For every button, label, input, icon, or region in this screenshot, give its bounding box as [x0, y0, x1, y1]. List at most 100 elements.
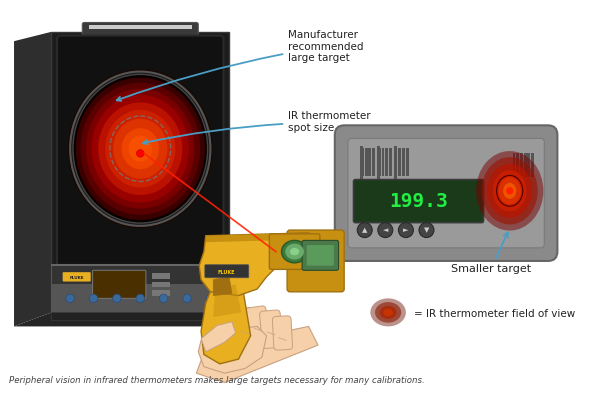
Circle shape	[378, 223, 393, 238]
Bar	[52, 264, 229, 266]
Ellipse shape	[92, 95, 189, 202]
Ellipse shape	[113, 119, 167, 179]
Text: FLUKE: FLUKE	[218, 270, 235, 275]
FancyBboxPatch shape	[245, 306, 271, 349]
Bar	[372, 148, 375, 176]
Ellipse shape	[73, 75, 208, 223]
Circle shape	[136, 294, 145, 303]
Text: IR thermometer
spot size: IR thermometer spot size	[143, 111, 371, 144]
Ellipse shape	[68, 69, 213, 228]
FancyBboxPatch shape	[348, 139, 544, 248]
Polygon shape	[213, 284, 241, 317]
Circle shape	[357, 223, 372, 238]
Bar	[360, 146, 363, 179]
FancyBboxPatch shape	[205, 265, 249, 278]
FancyBboxPatch shape	[302, 241, 338, 270]
FancyBboxPatch shape	[82, 22, 198, 39]
Text: ▲: ▲	[362, 227, 367, 233]
FancyBboxPatch shape	[260, 310, 283, 348]
Circle shape	[137, 150, 144, 157]
Bar	[394, 146, 397, 179]
Text: ◄: ◄	[383, 227, 388, 233]
Bar	[89, 25, 192, 29]
Ellipse shape	[476, 151, 544, 230]
Ellipse shape	[281, 241, 308, 263]
Polygon shape	[14, 32, 52, 326]
Bar	[152, 273, 170, 279]
Bar	[394, 146, 397, 179]
Circle shape	[89, 294, 98, 303]
FancyBboxPatch shape	[269, 234, 320, 269]
Bar	[394, 146, 397, 179]
Bar	[512, 153, 515, 177]
Bar	[389, 148, 392, 176]
Bar	[406, 148, 409, 176]
Bar	[516, 153, 519, 177]
Bar	[368, 148, 371, 176]
Bar	[385, 148, 388, 176]
Ellipse shape	[122, 128, 159, 169]
Bar	[152, 290, 170, 296]
Ellipse shape	[86, 89, 194, 209]
Ellipse shape	[70, 72, 211, 226]
Bar	[402, 148, 405, 176]
Text: = IR thermometer field of view: = IR thermometer field of view	[415, 309, 575, 319]
Ellipse shape	[128, 136, 152, 162]
FancyBboxPatch shape	[62, 272, 91, 281]
Bar	[527, 153, 530, 177]
Circle shape	[113, 294, 121, 303]
Ellipse shape	[482, 157, 538, 224]
Circle shape	[419, 223, 434, 238]
Bar	[520, 153, 523, 177]
Bar	[360, 146, 363, 179]
Ellipse shape	[487, 164, 532, 218]
FancyBboxPatch shape	[307, 245, 334, 266]
Ellipse shape	[105, 110, 175, 188]
FancyBboxPatch shape	[230, 307, 259, 353]
Text: Smaller target: Smaller target	[451, 232, 531, 274]
Ellipse shape	[370, 298, 406, 326]
FancyBboxPatch shape	[287, 230, 344, 292]
Bar	[378, 148, 380, 176]
Ellipse shape	[375, 302, 401, 323]
FancyBboxPatch shape	[52, 312, 229, 320]
Polygon shape	[201, 322, 236, 352]
Bar	[360, 146, 363, 179]
Polygon shape	[201, 280, 251, 364]
Bar	[377, 146, 380, 179]
Ellipse shape	[499, 177, 521, 205]
Ellipse shape	[80, 83, 200, 215]
Text: Peripheral vision in infrared thermometers makes large targets necessary for man: Peripheral vision in infrared thermomete…	[10, 376, 425, 385]
Polygon shape	[196, 326, 318, 383]
Text: 199.3: 199.3	[389, 192, 448, 211]
Bar	[361, 148, 364, 176]
Circle shape	[183, 294, 191, 303]
Bar	[377, 146, 380, 179]
Ellipse shape	[76, 78, 205, 220]
Ellipse shape	[503, 183, 516, 199]
Polygon shape	[199, 233, 318, 296]
FancyBboxPatch shape	[52, 264, 229, 312]
Bar	[152, 281, 170, 287]
FancyBboxPatch shape	[92, 270, 146, 298]
Bar	[382, 148, 385, 176]
Circle shape	[506, 187, 514, 194]
Circle shape	[206, 294, 215, 303]
Bar	[398, 148, 401, 176]
Bar	[394, 146, 397, 179]
Ellipse shape	[98, 102, 182, 195]
Bar	[395, 148, 397, 176]
Bar	[377, 146, 380, 179]
Text: Manufacturer
recommended
large target: Manufacturer recommended large target	[117, 30, 364, 101]
Ellipse shape	[383, 309, 393, 316]
Circle shape	[398, 223, 413, 238]
Ellipse shape	[380, 306, 397, 319]
Circle shape	[66, 294, 74, 303]
Text: ►: ►	[403, 227, 409, 233]
Bar	[531, 153, 534, 177]
FancyBboxPatch shape	[52, 32, 229, 312]
Polygon shape	[213, 277, 232, 296]
FancyBboxPatch shape	[52, 284, 229, 312]
Bar	[524, 153, 527, 177]
Circle shape	[160, 294, 168, 303]
